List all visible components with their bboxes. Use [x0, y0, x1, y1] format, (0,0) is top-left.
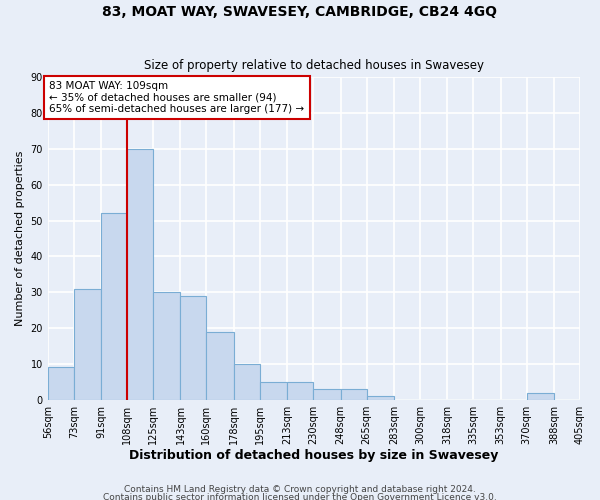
Bar [48, 368, 74, 400]
Text: Contains public sector information licensed under the Open Government Licence v3: Contains public sector information licen… [103, 492, 497, 500]
Text: 83 MOAT WAY: 109sqm
← 35% of detached houses are smaller (94)
65% of semi-detach: 83 MOAT WAY: 109sqm ← 35% of detached ho… [49, 81, 304, 114]
Y-axis label: Number of detached properties: Number of detached properties [15, 151, 25, 326]
Text: 83, MOAT WAY, SWAVESEY, CAMBRIDGE, CB24 4GQ: 83, MOAT WAY, SWAVESEY, CAMBRIDGE, CB24 … [103, 5, 497, 19]
Bar [367, 396, 394, 400]
Bar [101, 214, 127, 400]
Title: Size of property relative to detached houses in Swavesey: Size of property relative to detached ho… [144, 59, 484, 72]
Bar [234, 364, 260, 400]
Bar [527, 392, 554, 400]
Bar [313, 389, 341, 400]
Bar [287, 382, 313, 400]
Bar [74, 288, 101, 400]
Bar [181, 296, 206, 400]
X-axis label: Distribution of detached houses by size in Swavesey: Distribution of detached houses by size … [129, 450, 499, 462]
Text: Contains HM Land Registry data © Crown copyright and database right 2024.: Contains HM Land Registry data © Crown c… [124, 486, 476, 494]
Bar [127, 149, 153, 400]
Bar [153, 292, 181, 400]
Bar [341, 389, 367, 400]
Bar [260, 382, 287, 400]
Bar [206, 332, 234, 400]
